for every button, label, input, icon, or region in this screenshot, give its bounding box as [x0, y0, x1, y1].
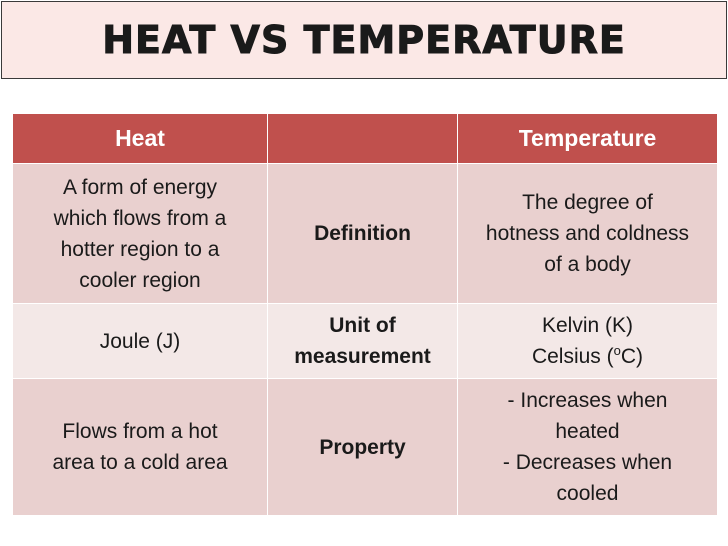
cell-line: area to a cold area: [52, 451, 228, 474]
table-cell: A form of energy which flows from a hotter…: [12, 163, 268, 304]
header-text: Temperature: [518, 125, 657, 151]
cell-line: hotter region to a: [60, 237, 220, 261]
text-segment: C): [620, 345, 644, 368]
cell-line: Celsius (oC): [458, 341, 717, 372]
header-cell: Heat: [12, 113, 268, 164]
cell-line: cooled: [556, 482, 619, 505]
table-cell: Kelvin (K) Celsius (oC): [457, 303, 718, 379]
cell-line: Property: [319, 435, 406, 459]
title: HEAT VS TEMPERATURE: [102, 18, 626, 63]
cell-line: hotness and coldness: [485, 222, 690, 245]
table-cell: The degree of hotness and coldness of a bo…: [457, 163, 718, 304]
table-body: Heat Temperature A form of energy which f…: [12, 113, 718, 516]
table-cell: Property: [267, 378, 458, 516]
table-row: Joule (J) Unit of measurement Kelvin (K) Cel…: [12, 303, 718, 379]
cell-line: Joule (J): [99, 329, 181, 353]
title-box: HEAT VS TEMPERATURE: [1, 1, 727, 79]
superscript: o: [613, 343, 621, 358]
cell-line: which flows from a: [53, 206, 227, 230]
cell-line: - Increases when: [507, 389, 668, 412]
cell-line: heated: [555, 420, 620, 443]
cell-line: - Decreases when: [502, 451, 673, 474]
cell-line: The degree of: [522, 191, 653, 214]
table-cell: Joule (J): [12, 303, 268, 379]
header-cell: Temperature: [457, 113, 718, 164]
table-cell: Flows from a hot area to a cold area: [12, 378, 268, 516]
text-segment: Celsius (: [531, 345, 614, 368]
header-row: Heat Temperature: [12, 113, 718, 164]
cell-line: Unit of: [329, 314, 396, 337]
comparison-table: Heat Temperature A form of energy which f…: [12, 113, 718, 516]
cell-line: measurement: [294, 345, 431, 368]
cell-line: Kelvin (K): [541, 314, 634, 337]
table-row: A form of energy which flows from a hotter…: [12, 163, 718, 304]
header-cell: [267, 113, 458, 164]
table-cell: Definition: [267, 163, 458, 304]
table-row: Flows from a hot area to a cold area Prope…: [12, 378, 718, 516]
cell-line: Flows from a hot: [62, 420, 218, 443]
header-text: Heat: [115, 125, 165, 151]
cell-line: of a body: [544, 253, 631, 276]
table-cell: - Increases when heated - Decreases when co…: [457, 378, 718, 516]
cell-line: cooler region: [79, 268, 201, 292]
table-cell: Unit of measurement: [267, 303, 458, 379]
cell-line: Definition: [314, 222, 411, 245]
cell-line: A form of energy: [62, 175, 218, 199]
